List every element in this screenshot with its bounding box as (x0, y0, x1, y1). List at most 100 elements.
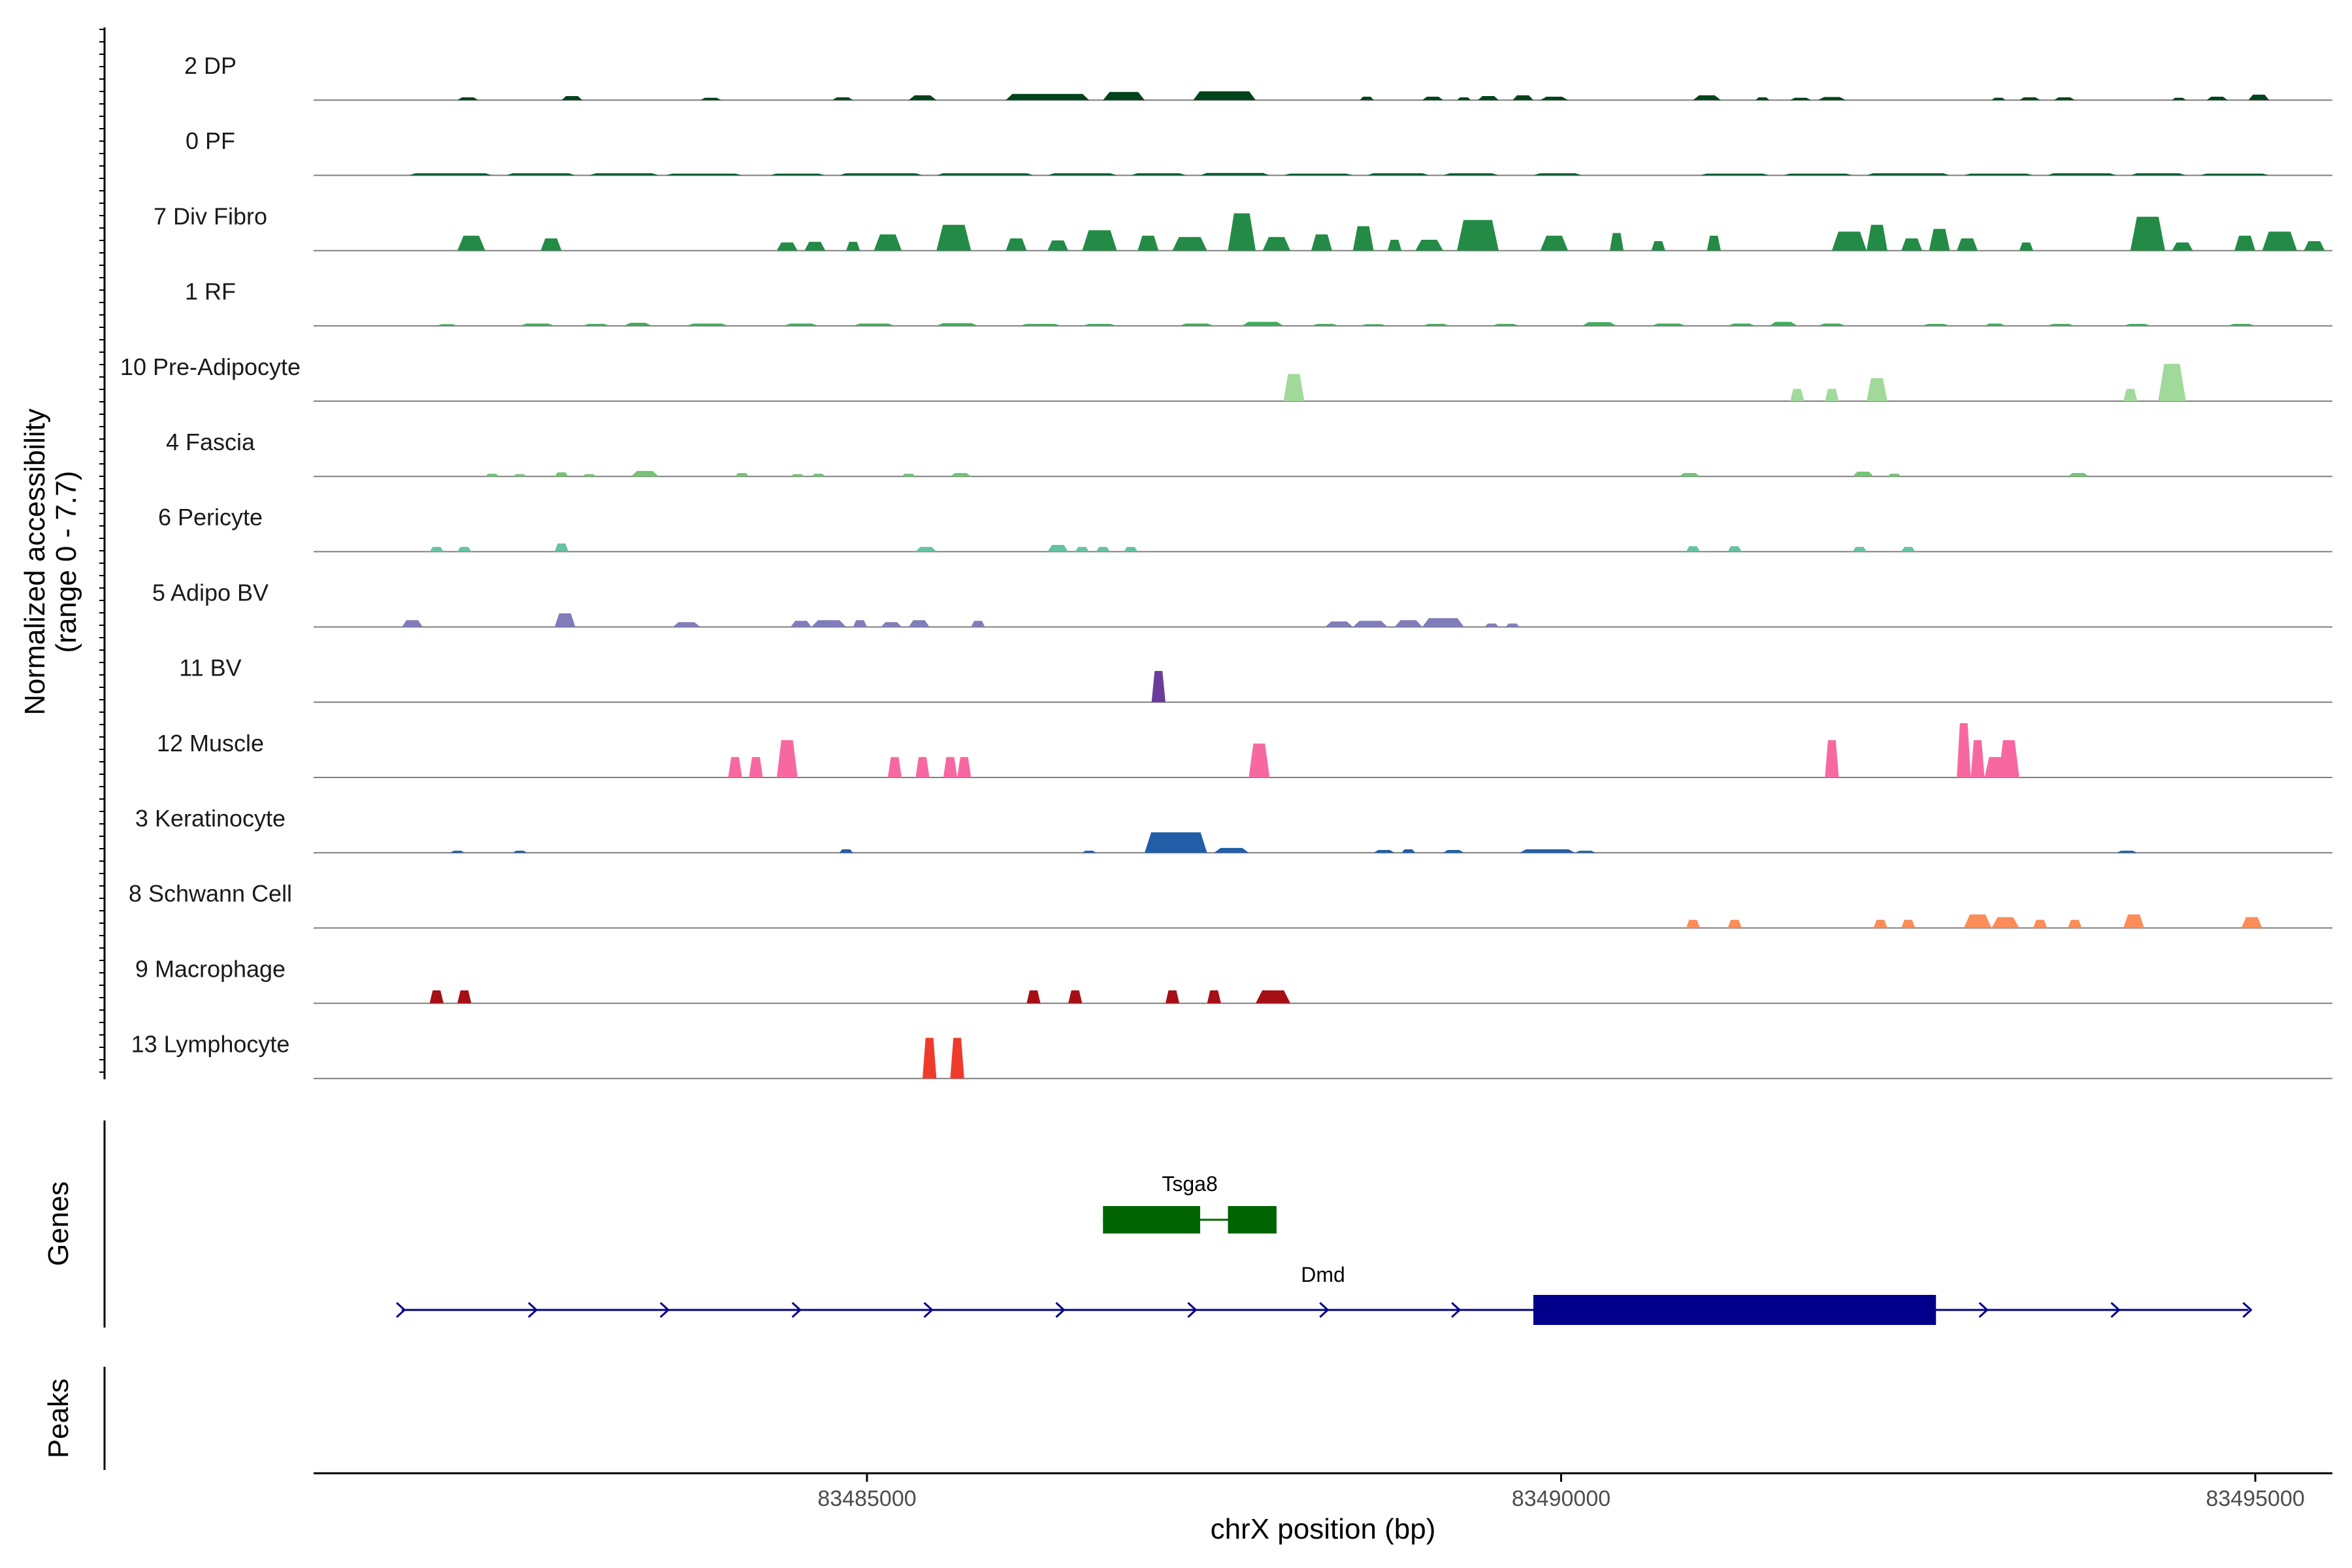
strand-arrow (791, 1301, 802, 1318)
coverage-peak (485, 474, 499, 477)
coverage-peak (457, 97, 478, 101)
coverage-peak (1068, 990, 1083, 1004)
track-label: 9 Macrophage (135, 955, 286, 982)
coverage-peak (2158, 363, 2186, 401)
gene-label: Dmd (1301, 1263, 1345, 1286)
coverage-peak (582, 323, 610, 326)
coverage-peak (1727, 323, 1756, 326)
coverage-peak (1387, 240, 1402, 251)
x-tick-label: 83490000 (1512, 1486, 1610, 1511)
coverage-peak (749, 757, 763, 777)
track-label: 10 Pre-Adipocyte (120, 353, 301, 380)
track-label: 1 RF (185, 278, 236, 305)
coverage-peak (513, 474, 527, 477)
coverage-peak (1047, 545, 1069, 552)
track-label: 7 Div Fibro (154, 203, 267, 229)
coverage-peak (1651, 323, 1686, 326)
coverage-peak (2053, 97, 2075, 101)
coverage-peak (1852, 471, 1874, 477)
coverage-peak (582, 474, 596, 477)
coverage-peak (1373, 850, 1395, 853)
coverage-peak (1005, 238, 1027, 251)
coverage-peak (1047, 173, 1117, 176)
coverage-peak (2234, 235, 2255, 251)
coverage-peak (1727, 919, 1742, 928)
strand-arrow (1978, 1301, 1989, 1318)
y-axis-title-line-1: Normalized accessibility (19, 408, 51, 715)
coverage-peak (1200, 172, 1270, 176)
coverage-peak (408, 173, 493, 176)
track-label: 3 Keratinocyte (135, 805, 286, 832)
track-label: 13 Lymphocyte (131, 1031, 290, 1058)
coverage-peak (957, 757, 972, 777)
track: 11 BV (179, 655, 2332, 703)
coverage-peak (2033, 919, 2048, 928)
coverage-peak (700, 97, 721, 101)
track: 13 Lymphocyte (131, 1031, 2332, 1079)
coverage-peak (1137, 235, 1159, 251)
coverage-peak (1228, 213, 1256, 251)
coverage-peak (950, 473, 972, 477)
strand-arrow (2110, 1301, 2121, 1318)
coverage-peak (2047, 323, 2075, 326)
coverage-peak (1124, 547, 1138, 552)
coverage-peak (1693, 95, 1721, 101)
track: 0 PF (186, 127, 2332, 176)
coverage-peak (908, 95, 937, 101)
coverage-peak (1901, 547, 1916, 552)
x-axis-title: chrX position (bp) (1211, 1513, 1436, 1545)
coverage-peak (1505, 623, 1520, 627)
coverage-peak (811, 620, 847, 627)
coverage-peak (1825, 389, 1839, 401)
coverage-peak (2130, 173, 2186, 176)
strand-arrow (2242, 1301, 2253, 1318)
coverage-peak (554, 472, 569, 477)
coverage-peak (776, 242, 798, 251)
coverage-peak (672, 622, 700, 627)
gene-exon (1103, 1206, 1200, 1233)
coverage-peak (1818, 97, 1846, 101)
coverage-peak (832, 97, 853, 101)
coverage-peak (686, 323, 728, 326)
coverage-peak (1769, 321, 1797, 326)
coverage-peak (2206, 97, 2228, 101)
track: 3 Keratinocyte (135, 805, 2332, 854)
coverage-peak (936, 225, 972, 251)
coverage-peak (908, 620, 930, 627)
y-axis-ticks (99, 27, 106, 1079)
coverage-peak (1707, 235, 1721, 251)
track-label: 6 Pericyte (158, 504, 263, 531)
coverage-peak (1478, 96, 1499, 101)
track: 5 Adipo BV (152, 579, 2332, 628)
coverage-peak (1457, 220, 1499, 251)
coverage-peak (1540, 97, 1569, 101)
coverage-peak (791, 621, 811, 627)
coverage-peak (1145, 832, 1207, 853)
coverage-peak (436, 324, 458, 326)
coverage-peak (1096, 547, 1110, 552)
coverage-peak (1082, 851, 1096, 853)
coverage-peak (1311, 234, 1332, 251)
track: 7 Div Fibro (154, 203, 2332, 252)
coverage-peak (1283, 374, 1305, 401)
coverage-peak (1172, 237, 1207, 251)
coverage-peak (2068, 919, 2082, 928)
coverage-peak (915, 547, 937, 552)
coverage-peak (429, 990, 444, 1004)
coverage-peak (1352, 621, 1388, 627)
coverage-peak (943, 757, 958, 777)
coverage-peak (853, 620, 867, 627)
gene: Tsga8 (1103, 1172, 1277, 1233)
track: 1 RF (185, 278, 2332, 327)
coverage-peak (457, 235, 485, 251)
coverage-peak (1360, 97, 1374, 101)
coverage-peak (506, 173, 576, 176)
x-tick-label: 83485000 (817, 1486, 916, 1511)
coverage-peak (2068, 473, 2089, 477)
gene: Dmd (396, 1263, 2253, 1325)
coverage-peak (630, 470, 659, 477)
track-label: 4 Fascia (166, 429, 255, 455)
coverage-peak (887, 757, 902, 777)
coverage-peak (402, 620, 423, 627)
genes-title: Genes (42, 1181, 74, 1266)
